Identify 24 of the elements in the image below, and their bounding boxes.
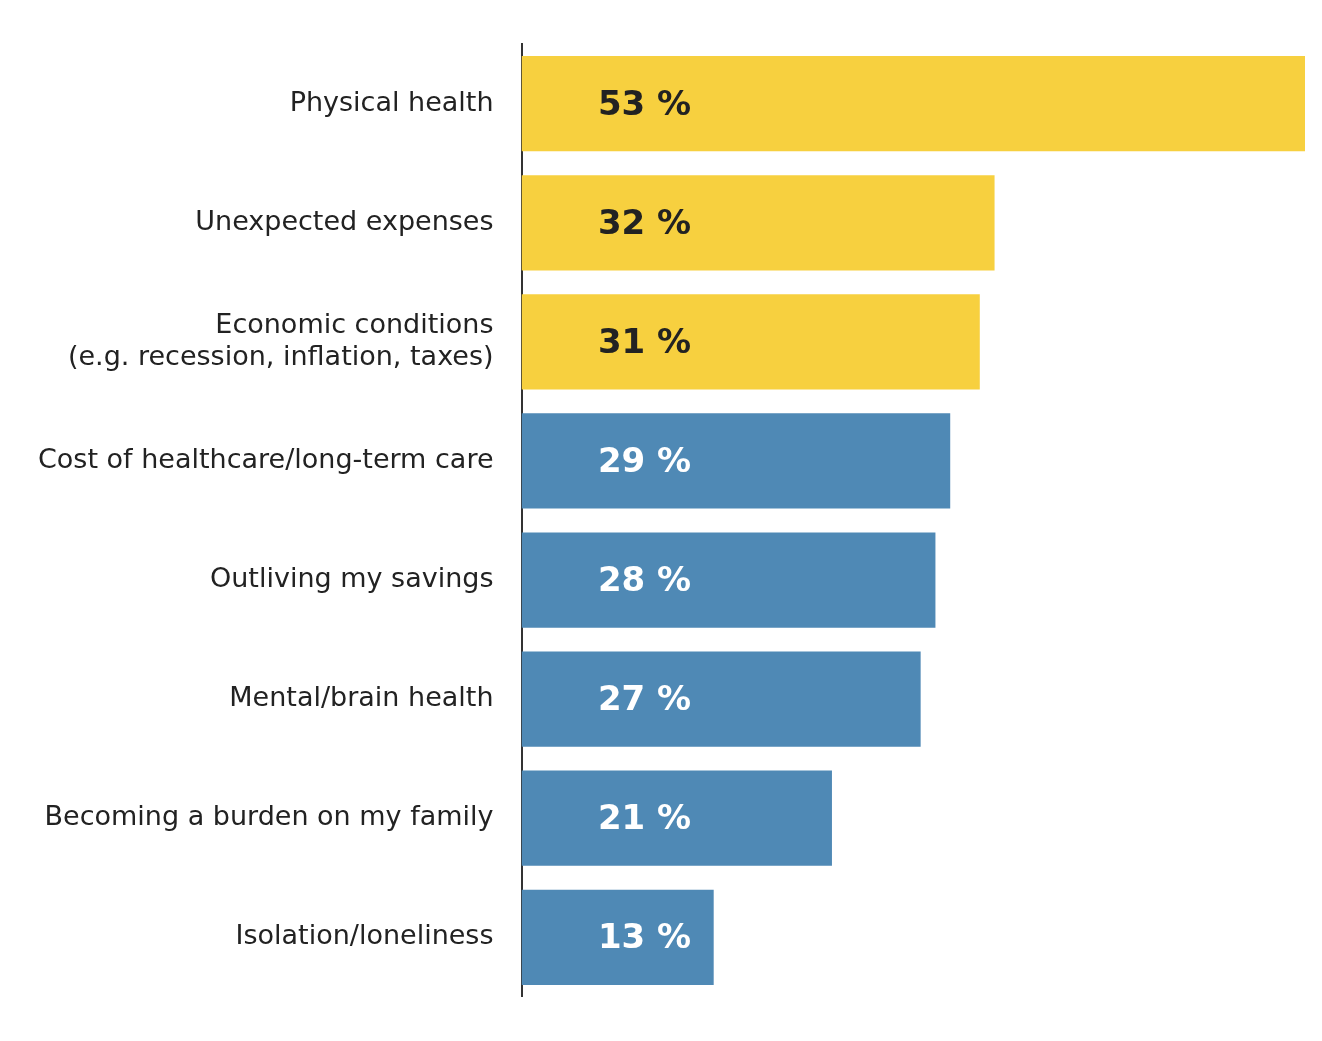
data-label: 31 % [597, 320, 692, 361]
bar [521, 889, 714, 985]
y-tick-label: Mental/brain health [229, 681, 494, 713]
bar [521, 532, 936, 628]
data-label: 29 % [597, 439, 692, 480]
data-label: 13 % [597, 916, 692, 957]
y-tick-label: Cost of healthcare/long-term care [37, 442, 494, 474]
bar [521, 175, 995, 271]
bar [521, 770, 832, 866]
bar [521, 56, 1305, 152]
y-tick-label: Outliving my savings [209, 562, 494, 594]
data-label: 28 % [597, 558, 692, 599]
y-tick-label: Isolation/loneliness [235, 919, 494, 951]
bar [521, 413, 951, 509]
bar [521, 651, 921, 747]
data-label: 27 % [597, 677, 692, 718]
y-tick-label: Economic conditions (e.g. recession, inflation, taxes) [67, 307, 494, 372]
y-tick-label: Physical health [289, 85, 494, 117]
data-label: 21 % [597, 797, 692, 838]
y-tick-label: Unexpected expenses [195, 204, 494, 236]
y-tick-label: Becoming a burden on my family [44, 800, 494, 832]
data-label: 53 % [597, 82, 692, 123]
data-label: 32 % [597, 201, 692, 242]
bar [521, 294, 980, 390]
